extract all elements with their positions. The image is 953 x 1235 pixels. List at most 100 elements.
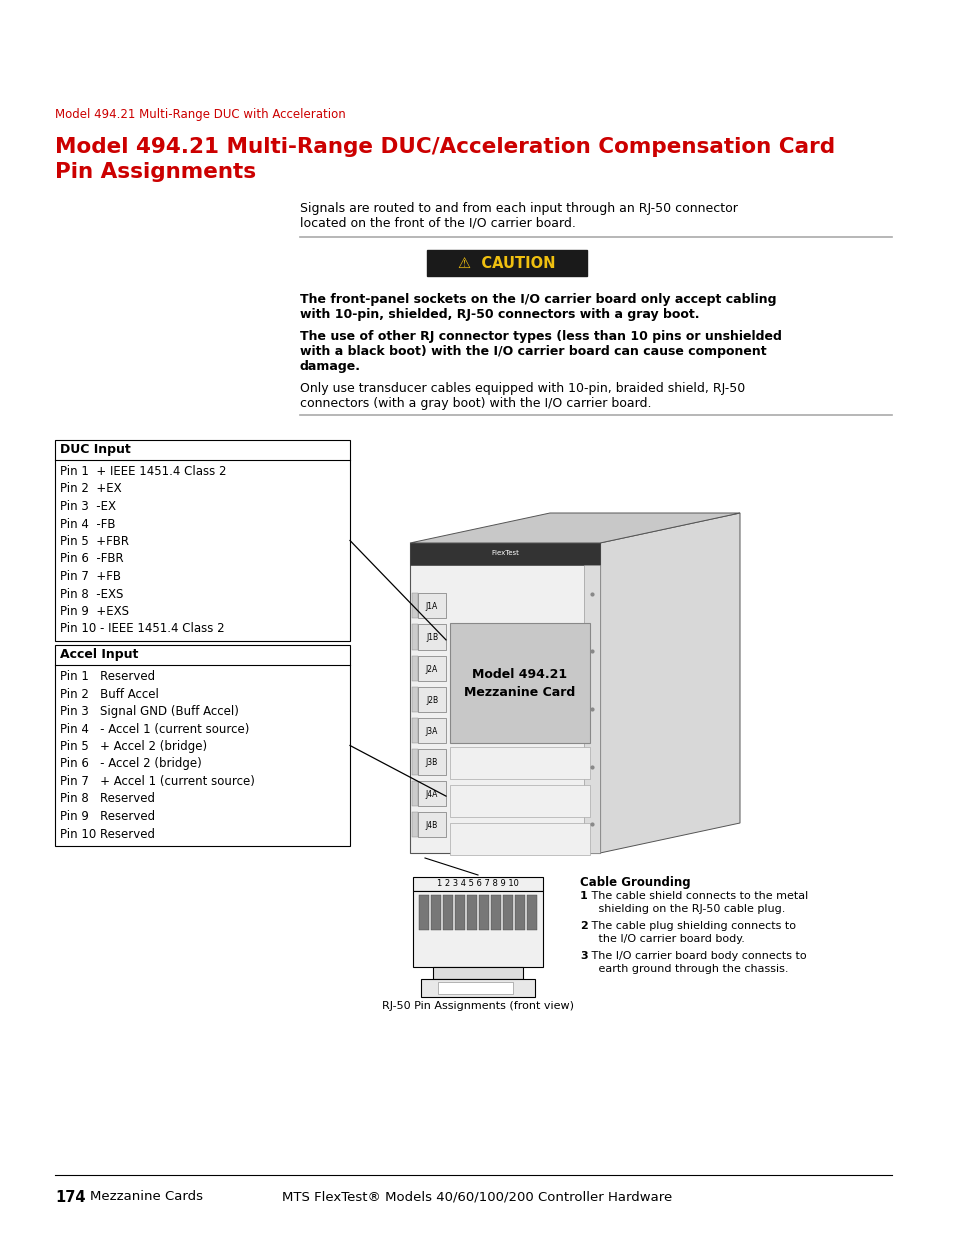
- FancyBboxPatch shape: [417, 718, 446, 743]
- Text: J3B: J3B: [425, 758, 437, 767]
- Text: J2A: J2A: [425, 664, 437, 673]
- FancyBboxPatch shape: [412, 593, 417, 619]
- Text: the I/O carrier board body.: the I/O carrier board body.: [587, 934, 744, 944]
- FancyBboxPatch shape: [502, 895, 513, 930]
- FancyBboxPatch shape: [417, 687, 446, 713]
- Text: Pin 10 Reserved: Pin 10 Reserved: [60, 827, 154, 841]
- FancyBboxPatch shape: [417, 624, 446, 650]
- Text: The cable shield connects to the metal: The cable shield connects to the metal: [587, 890, 807, 902]
- Text: 174: 174: [55, 1191, 86, 1205]
- Text: The front-panel sockets on the I/O carrier board only accept cabling: The front-panel sockets on the I/O carri…: [299, 293, 776, 306]
- Text: The use of other RJ connector types (less than 10 pins or unshielded: The use of other RJ connector types (les…: [299, 330, 781, 343]
- FancyBboxPatch shape: [413, 877, 542, 890]
- Text: J4A: J4A: [425, 789, 437, 799]
- FancyBboxPatch shape: [437, 982, 513, 994]
- FancyBboxPatch shape: [450, 823, 589, 855]
- Text: Pin 10 - IEEE 1451.4 Class 2: Pin 10 - IEEE 1451.4 Class 2: [60, 622, 224, 636]
- Text: Pin 2   Buff Accel: Pin 2 Buff Accel: [60, 688, 159, 700]
- FancyBboxPatch shape: [412, 781, 417, 805]
- Text: J1B: J1B: [425, 634, 437, 642]
- FancyBboxPatch shape: [412, 750, 417, 774]
- FancyBboxPatch shape: [412, 624, 417, 650]
- FancyBboxPatch shape: [412, 718, 417, 743]
- FancyBboxPatch shape: [410, 543, 599, 853]
- Polygon shape: [599, 513, 740, 853]
- Text: J1A: J1A: [425, 603, 437, 611]
- FancyBboxPatch shape: [491, 895, 500, 930]
- Text: Model 494.21 Multi-Range DUC/Acceleration Compensation Card: Model 494.21 Multi-Range DUC/Acceleratio…: [55, 137, 834, 157]
- FancyBboxPatch shape: [417, 811, 446, 837]
- Text: located on the front of the I/O carrier board.: located on the front of the I/O carrier …: [299, 217, 576, 230]
- FancyBboxPatch shape: [427, 249, 586, 275]
- FancyBboxPatch shape: [55, 440, 350, 641]
- Text: J3A: J3A: [425, 727, 437, 736]
- FancyBboxPatch shape: [478, 895, 489, 930]
- FancyBboxPatch shape: [410, 543, 599, 564]
- FancyBboxPatch shape: [417, 593, 446, 619]
- Text: Pin 3   Signal GND (Buff Accel): Pin 3 Signal GND (Buff Accel): [60, 705, 238, 718]
- Text: Accel Input: Accel Input: [60, 648, 138, 661]
- Text: DUC Input: DUC Input: [60, 443, 131, 456]
- Text: Signals are routed to and from each input through an RJ-50 connector: Signals are routed to and from each inpu…: [299, 203, 737, 215]
- FancyBboxPatch shape: [420, 979, 535, 997]
- FancyBboxPatch shape: [417, 781, 446, 805]
- FancyBboxPatch shape: [55, 645, 350, 846]
- Text: Pin 2  +EX: Pin 2 +EX: [60, 483, 121, 495]
- Text: Pin 8  -EXS: Pin 8 -EXS: [60, 588, 123, 600]
- Text: damage.: damage.: [299, 359, 360, 373]
- Text: Pin 6  -FBR: Pin 6 -FBR: [60, 552, 124, 566]
- FancyBboxPatch shape: [417, 656, 446, 680]
- Text: Cable Grounding: Cable Grounding: [579, 876, 690, 889]
- FancyBboxPatch shape: [442, 895, 453, 930]
- Text: Pin 6   - Accel 2 (bridge): Pin 6 - Accel 2 (bridge): [60, 757, 201, 771]
- Text: The I/O carrier board body connects to: The I/O carrier board body connects to: [587, 951, 806, 961]
- Text: Only use transducer cables equipped with 10-pin, braided shield, RJ-50: Only use transducer cables equipped with…: [299, 382, 744, 395]
- Text: Pin 8   Reserved: Pin 8 Reserved: [60, 793, 154, 805]
- FancyBboxPatch shape: [583, 564, 599, 853]
- Text: Pin 9  +EXS: Pin 9 +EXS: [60, 605, 129, 618]
- Text: Pin 1  + IEEE 1451.4 Class 2: Pin 1 + IEEE 1451.4 Class 2: [60, 466, 226, 478]
- Text: Model 494.21: Model 494.21: [472, 668, 567, 682]
- Text: Pin 7  +FB: Pin 7 +FB: [60, 571, 121, 583]
- FancyBboxPatch shape: [526, 895, 537, 930]
- Text: FlexTest: FlexTest: [491, 550, 518, 556]
- FancyBboxPatch shape: [413, 890, 542, 967]
- FancyBboxPatch shape: [412, 656, 417, 680]
- Text: J2B: J2B: [425, 695, 437, 705]
- Text: 3: 3: [579, 951, 587, 961]
- Text: ⚠  CAUTION: ⚠ CAUTION: [457, 256, 556, 270]
- FancyBboxPatch shape: [467, 895, 476, 930]
- Text: Mezzanine Cards: Mezzanine Cards: [90, 1191, 203, 1203]
- Text: Pin 3  -EX: Pin 3 -EX: [60, 500, 116, 513]
- Text: Pin 5   + Accel 2 (bridge): Pin 5 + Accel 2 (bridge): [60, 740, 207, 753]
- Text: Pin 5  +FBR: Pin 5 +FBR: [60, 535, 129, 548]
- Polygon shape: [410, 513, 740, 543]
- Text: The cable plug shielding connects to: The cable plug shielding connects to: [587, 921, 795, 931]
- Text: Model 494.21 Multi-Range DUC with Acceleration: Model 494.21 Multi-Range DUC with Accele…: [55, 107, 345, 121]
- FancyBboxPatch shape: [433, 967, 522, 979]
- Text: 1: 1: [579, 890, 587, 902]
- Text: RJ-50 Pin Assignments (front view): RJ-50 Pin Assignments (front view): [381, 1002, 574, 1011]
- Text: MTS FlexTest® Models 40/60/100/200 Controller Hardware: MTS FlexTest® Models 40/60/100/200 Contr…: [281, 1191, 672, 1203]
- FancyBboxPatch shape: [412, 811, 417, 837]
- Text: connectors (with a gray boot) with the I/O carrier board.: connectors (with a gray boot) with the I…: [299, 396, 651, 410]
- Text: 2: 2: [579, 921, 587, 931]
- Text: Pin 7   + Accel 1 (current source): Pin 7 + Accel 1 (current source): [60, 776, 254, 788]
- FancyBboxPatch shape: [417, 750, 446, 774]
- Text: Pin Assignments: Pin Assignments: [55, 162, 255, 182]
- FancyBboxPatch shape: [431, 895, 440, 930]
- Text: earth ground through the chassis.: earth ground through the chassis.: [587, 965, 788, 974]
- FancyBboxPatch shape: [455, 895, 464, 930]
- Text: Pin 1   Reserved: Pin 1 Reserved: [60, 671, 155, 683]
- Text: Pin 4   - Accel 1 (current source): Pin 4 - Accel 1 (current source): [60, 722, 249, 736]
- FancyBboxPatch shape: [450, 785, 589, 818]
- FancyBboxPatch shape: [515, 895, 524, 930]
- Text: with a black boot) with the I/O carrier board can cause component: with a black boot) with the I/O carrier …: [299, 345, 766, 358]
- FancyBboxPatch shape: [450, 747, 589, 779]
- Text: shielding on the RJ-50 cable plug.: shielding on the RJ-50 cable plug.: [587, 904, 784, 914]
- Text: J4B: J4B: [425, 821, 437, 830]
- Text: Mezzanine Card: Mezzanine Card: [464, 687, 575, 699]
- Text: Pin 9   Reserved: Pin 9 Reserved: [60, 810, 155, 823]
- Text: 1 2 3 4 5 6 7 8 9 10: 1 2 3 4 5 6 7 8 9 10: [436, 879, 518, 888]
- Text: with 10-pin, shielded, RJ-50 connectors with a gray boot.: with 10-pin, shielded, RJ-50 connectors …: [299, 308, 699, 321]
